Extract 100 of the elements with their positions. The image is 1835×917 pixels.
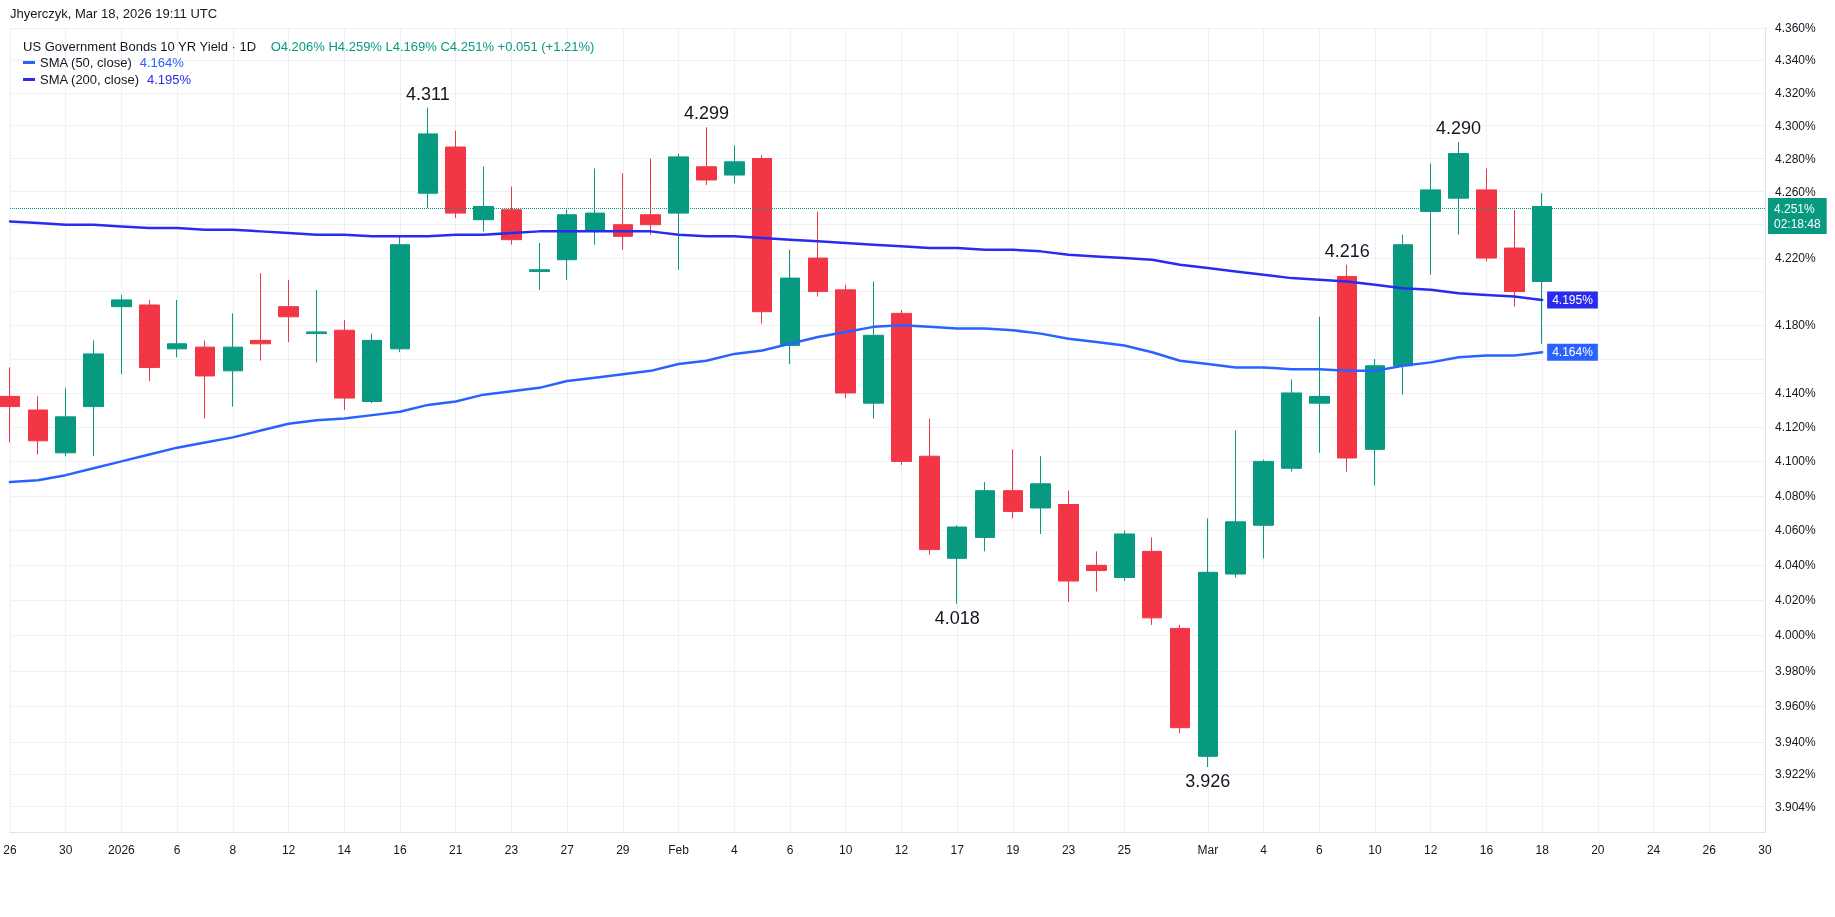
- candlestick: [1086, 550, 1107, 593]
- candlestick: [1393, 234, 1413, 396]
- data-label: 4.195%: [1552, 292, 1594, 307]
- candlestick: [891, 309, 912, 466]
- x-tick-label: 2026: [108, 843, 136, 857]
- x-tick-label: 14: [337, 843, 352, 857]
- annotation: 4.018: [934, 607, 980, 628]
- x-tick-label: 4: [1260, 843, 1268, 857]
- y-tick-label: 4.000%: [1775, 628, 1817, 643]
- line-series: [8, 220, 1544, 302]
- candlestick: [1003, 448, 1023, 519]
- y-tick-label: 4.080%: [1775, 488, 1817, 503]
- x-tick-label: 10: [839, 843, 853, 857]
- x-tick-label: 21: [449, 843, 463, 857]
- candlestick: [919, 418, 940, 556]
- y-tick-label: 4.300%: [1775, 118, 1817, 133]
- candlestick: [306, 289, 327, 363]
- x-tick-label: 12: [281, 843, 296, 857]
- candlestick: [111, 294, 132, 375]
- x-tick-label: 24: [1646, 843, 1661, 857]
- x-tick-label: 4: [730, 843, 738, 857]
- data-label: 4.164%: [1552, 345, 1594, 360]
- x-tick-label: 25: [1117, 843, 1132, 857]
- candlestick: [55, 387, 76, 457]
- text: O4.206% H4.259% L4.169% C4.251% +0.051 (+1.21%): [270, 39, 595, 54]
- x-tick-label: 12: [1424, 843, 1438, 857]
- text: US Government Bonds 10 YR Yield · 1D: [23, 39, 257, 54]
- ref-line-label: 4.251% 02:18:48: [1774, 201, 1822, 231]
- candlestick: [83, 339, 104, 457]
- y-tick-label: 3.980%: [1775, 663, 1817, 678]
- candlestick: [1504, 209, 1525, 308]
- candlestick: [1114, 530, 1135, 582]
- candlestick: [1198, 517, 1218, 768]
- candlestick: [223, 312, 243, 408]
- x-tick-label: 27: [560, 843, 575, 857]
- x-tick-label: 20: [1591, 843, 1605, 857]
- x-tick-label: 29: [616, 843, 630, 857]
- candlestick: [1142, 536, 1162, 626]
- x-tick-label: 30: [59, 843, 73, 857]
- candlestick: [1253, 459, 1274, 559]
- legend-label: SMA (200, close): [40, 72, 147, 87]
- candlestick: [390, 235, 410, 353]
- x-tick-label: 26: [3, 843, 17, 857]
- y-tick-label: 4.180%: [1775, 318, 1817, 333]
- text: 4.164%: [139, 55, 184, 70]
- x-tick-label: 8: [229, 843, 237, 857]
- candlestick: [975, 481, 995, 552]
- candlestick: [418, 107, 438, 209]
- x-tick-label: 16: [393, 843, 407, 857]
- y-tick-label: 4.260%: [1775, 184, 1817, 199]
- candlestick: [445, 130, 466, 219]
- annotation: 4.216: [1324, 240, 1370, 261]
- candlestick: [28, 395, 48, 456]
- candlestick: [278, 279, 299, 343]
- candlestick: [835, 284, 856, 399]
- candlestick: [195, 339, 215, 420]
- candlestick: [640, 158, 661, 236]
- x-tick-label: 18: [1535, 843, 1550, 857]
- x-tick-label: 6: [1315, 843, 1323, 857]
- y-tick-label: 4.040%: [1775, 558, 1817, 573]
- x-tick-label: 19: [1006, 843, 1020, 857]
- candlestick: [1365, 358, 1385, 486]
- candlestick: [808, 210, 828, 298]
- candlestick: [1281, 378, 1302, 473]
- x-tick-label: 6: [173, 843, 181, 857]
- candlestick: [167, 299, 187, 358]
- x-tick-label: 12: [894, 843, 909, 857]
- annotation: 4.311: [406, 83, 450, 104]
- candlestick: [1058, 490, 1079, 603]
- y-tick-label: 4.120%: [1775, 420, 1817, 435]
- candlestick: [863, 280, 884, 420]
- candlestick: [724, 144, 745, 184]
- candlestick: [501, 186, 522, 246]
- candlestick: [0, 366, 20, 444]
- line-series: [8, 323, 1544, 484]
- y-tick-label: 4.340%: [1775, 53, 1817, 68]
- candlestick: [1476, 167, 1497, 262]
- y-tick-label: 4.280%: [1775, 151, 1817, 166]
- candlestick: [947, 524, 967, 605]
- text: 4.195%: [146, 72, 192, 87]
- candlestick: [780, 249, 800, 365]
- annotation: 4.290: [1436, 118, 1482, 139]
- y-tick-label: 4.140%: [1775, 385, 1817, 400]
- candlestick: [696, 126, 717, 186]
- y-tick-label: 3.960%: [1775, 699, 1817, 714]
- x-tick-label: 23: [504, 843, 519, 857]
- candlestick: [1170, 624, 1190, 734]
- x-tick-label: Mar: [1197, 843, 1219, 857]
- x-tick-label: 30: [1758, 843, 1772, 857]
- y-tick-label: 3.940%: [1775, 734, 1817, 749]
- y-tick-label: 4.320%: [1775, 85, 1817, 100]
- y-tick-label: 4.100%: [1775, 454, 1817, 469]
- y-tick-label: 4.220%: [1775, 251, 1817, 266]
- x-tick-label: 16: [1479, 843, 1494, 857]
- text: Jhyerczyk, Mar 18, 2026 19:11 UTC: [10, 6, 218, 21]
- annotation: 4.299: [683, 103, 729, 124]
- x-tick-label: 17: [950, 843, 965, 857]
- candlestick: [529, 242, 550, 291]
- candlestick: [250, 272, 271, 362]
- x-tick-label: 23: [1061, 843, 1076, 857]
